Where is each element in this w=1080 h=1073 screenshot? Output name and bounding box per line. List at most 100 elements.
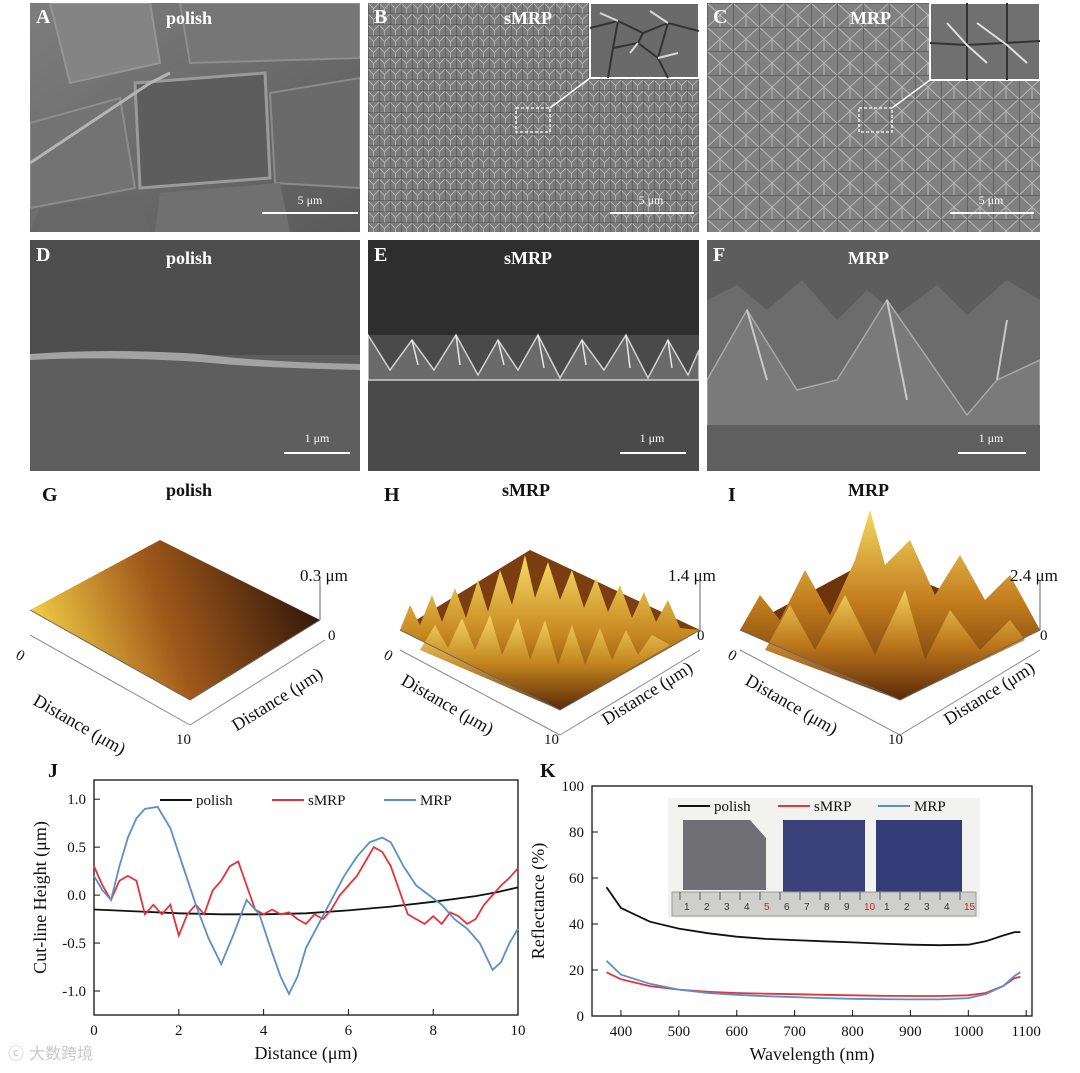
afm-surface-smrp xyxy=(399,550,701,736)
x-tick-label: 2 xyxy=(175,1023,183,1039)
ruler-label: 4 xyxy=(744,902,750,913)
y-axis-title: Reflectance (%) xyxy=(530,843,549,959)
plot-frame xyxy=(591,785,1033,1017)
chart-cutline-height: 0 2 4 6 8 10 -1.0 -0.5 0.0 0.5 1.0 Distance (μm) Cut… xyxy=(30,779,526,1064)
panel-label-i: I xyxy=(728,484,736,506)
panel-title-f: MRP xyxy=(848,248,889,268)
sem-image-mrp-top xyxy=(707,3,1040,232)
panel-label-h: H xyxy=(384,484,400,506)
panel-title-a: polish xyxy=(166,8,213,28)
panel-label-c: C xyxy=(713,6,728,28)
y-tick-label: 0 xyxy=(577,1009,585,1025)
sem-panel-b xyxy=(368,3,699,232)
panel-label-g: G xyxy=(42,484,58,506)
scale-bar-c xyxy=(950,212,1034,214)
ruler-label: 1 xyxy=(684,902,690,913)
afm-zero-i: 0 xyxy=(1040,628,1048,644)
series-line-smrp xyxy=(93,845,519,939)
afm-ten-h: 10 xyxy=(544,732,559,748)
x-tick-label: 700 xyxy=(783,1024,806,1040)
ruler-label: 10 xyxy=(864,902,876,913)
ruler-label: 3 xyxy=(724,902,730,913)
afm-ten-i: 10 xyxy=(888,732,903,748)
panel-label-k: K xyxy=(540,760,556,782)
x-tick-label: 900 xyxy=(899,1024,922,1040)
x-tick-label: 6 xyxy=(345,1023,353,1039)
y-tick-label: 20 xyxy=(569,963,584,979)
afm-ten-g: 10 xyxy=(176,732,191,748)
y-axis-title: Cut-line Height (μm) xyxy=(30,821,51,974)
x-tick-label: 600 xyxy=(725,1024,748,1040)
sem-panel-f xyxy=(707,240,1040,471)
ruler-label: 1 xyxy=(884,902,890,913)
sem-image-polish-cross xyxy=(30,240,360,471)
ruler-label: 6 xyxy=(784,902,790,913)
ruler-label: 2 xyxy=(704,902,710,913)
x-tick-label: 8 xyxy=(429,1023,437,1039)
x-tick-label: 4 xyxy=(260,1023,268,1039)
watermark-logo: ⓒ 大数跨境 xyxy=(8,1044,94,1063)
plot-frame xyxy=(93,779,519,1016)
legend-label-polish: polish xyxy=(714,799,751,815)
y-tick-label: -1.0 xyxy=(62,984,86,1000)
x-tick-label: 10 xyxy=(511,1023,526,1039)
panel-label-e: E xyxy=(374,244,388,266)
scale-text-d: 1 μm xyxy=(304,431,330,445)
legend-label-mrp: MRP xyxy=(914,799,946,815)
legend-label-smrp: sMRP xyxy=(814,799,852,815)
sem-panel-a xyxy=(30,3,360,232)
scale-text-e: 1 μm xyxy=(639,431,665,445)
ruler-label: 15 xyxy=(964,902,976,913)
scale-bar-a xyxy=(262,212,358,214)
scale-bar-d xyxy=(284,452,350,454)
panel-title-c: MRP xyxy=(850,8,891,28)
ruler-label: 3 xyxy=(924,902,930,913)
ruler-label: 8 xyxy=(824,902,830,913)
panel-label-b: B xyxy=(374,6,388,28)
x-tick-label: 1000 xyxy=(953,1024,983,1040)
scale-bar-e xyxy=(620,452,686,454)
y-tick-label: 0.5 xyxy=(67,840,86,856)
afm-zero-h: 0 xyxy=(697,628,705,644)
series-line-mrp xyxy=(605,960,1021,1001)
wafer-polish xyxy=(683,820,766,890)
panel-label-f: F xyxy=(713,244,726,266)
sem-image-polish-top xyxy=(30,3,360,232)
panel-title-g: polish xyxy=(166,480,213,500)
scale-text-f: 1 μm xyxy=(978,431,1004,445)
x-tick-label: 500 xyxy=(668,1024,691,1040)
x-tick-label: 0 xyxy=(90,1023,98,1039)
sem-panel-d xyxy=(30,240,360,471)
scale-bar-b xyxy=(610,212,694,214)
y-tick-label: 0.0 xyxy=(67,888,86,904)
legend-label-smrp: sMRP xyxy=(308,793,346,809)
panel-title-e: sMRP xyxy=(504,248,552,268)
panel-label-j: J xyxy=(48,760,58,782)
x-axis-title: Distance (μm) xyxy=(254,1043,357,1064)
x-tick-label: 1100 xyxy=(1011,1024,1040,1040)
y-tick-label: 60 xyxy=(569,871,584,887)
afm-zero-g: 0 xyxy=(328,628,336,644)
panel-title-h: sMRP xyxy=(502,480,550,500)
ruler-label: 9 xyxy=(844,902,850,913)
y-tick-label: 40 xyxy=(569,917,584,933)
scale-text-b: 5 μm xyxy=(638,193,664,207)
scale-text-a: 5 μm xyxy=(297,193,323,207)
panel-label-d: D xyxy=(36,244,51,266)
afm-zmax-h: 1.4 μm xyxy=(668,566,716,585)
x-axis-title: Wavelength (nm) xyxy=(749,1044,874,1065)
y-tick-label: -0.5 xyxy=(62,936,86,952)
sem-image-mrp-cross xyxy=(707,240,1040,471)
ruler-label: 5 xyxy=(764,902,770,913)
panel-title-b: sMRP xyxy=(504,8,552,28)
y-tick-label: 100 xyxy=(562,779,585,795)
ruler-label: 7 xyxy=(804,902,810,913)
panel-title-i: MRP xyxy=(848,480,889,500)
x-tick-label: 400 xyxy=(610,1024,633,1040)
wafer-mrp xyxy=(876,820,962,892)
y-tick-label: 80 xyxy=(569,825,584,841)
series-line-polish xyxy=(605,886,1021,947)
wafer-smrp xyxy=(783,820,865,892)
ruler-label: 2 xyxy=(904,902,910,913)
